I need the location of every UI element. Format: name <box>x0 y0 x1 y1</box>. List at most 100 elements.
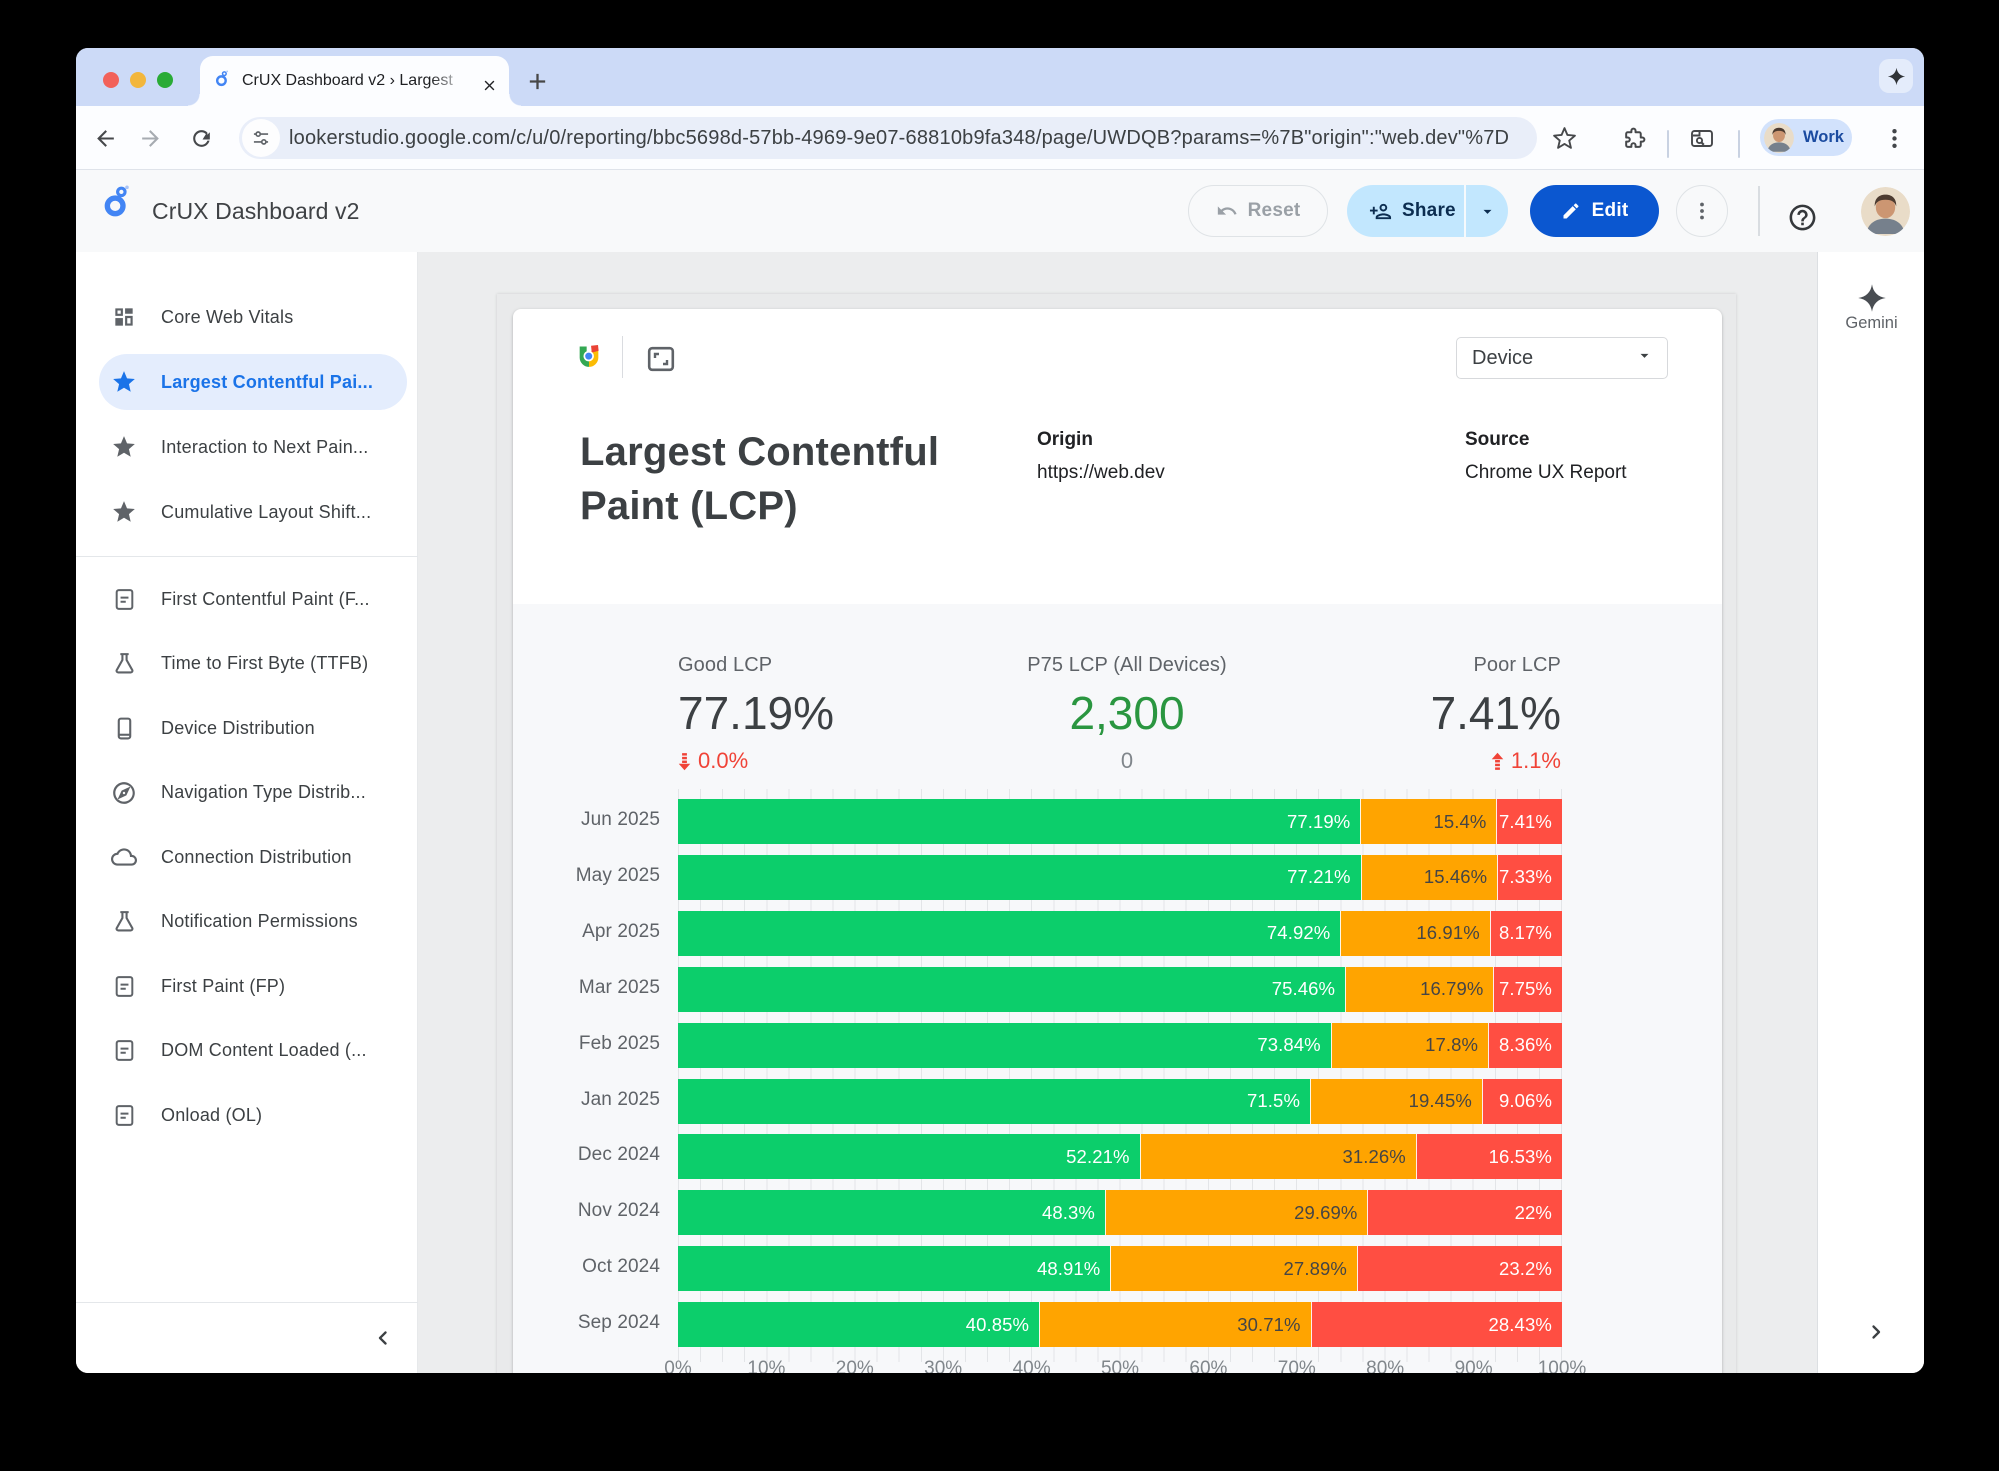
cloud-icon <box>111 844 137 870</box>
macos-zoom-button[interactable] <box>157 71 173 88</box>
sidebar-item-cumulative-layout-shift[interactable]: Cumulative Layout Shift... <box>99 484 407 540</box>
account-avatar[interactable] <box>1861 187 1910 236</box>
help-icon[interactable] <box>1786 201 1818 233</box>
bar-segment-ni[interactable]: 27.89% <box>1110 1246 1357 1292</box>
device-filter-dropdown[interactable]: Device <box>1456 337 1668 379</box>
bar-segment-good[interactable]: 48.3% <box>678 1190 1105 1236</box>
sidebar-collapse-chevron-icon[interactable] <box>368 1323 398 1353</box>
bar-segment-ni[interactable]: 15.4% <box>1360 799 1497 844</box>
stacked-bar-mar-2025[interactable]: 75.46% 16.79% 7.75% <box>678 966 1562 1012</box>
bar-segment-value: 8.17% <box>1499 922 1552 944</box>
stacked-bar-jun-2025[interactable]: 77.19% 15.4% 7.41% <box>678 799 1562 844</box>
bar-segment-ni[interactable]: 17.8% <box>1330 1022 1489 1068</box>
browser-tab[interactable]: CrUX Dashboard v2 › Largest <box>188 56 521 106</box>
bar-segment-poor[interactable]: 7.41% <box>1496 799 1562 844</box>
bar-segment-good[interactable]: 48.91% <box>678 1246 1111 1292</box>
tab-title: CrUX Dashboard v2 › Largest <box>242 72 453 89</box>
share-button[interactable]: Share <box>1347 185 1508 237</box>
stacked-bar-nov-2024[interactable]: 48.3% 29.69% 22% <box>678 1190 1562 1236</box>
stacked-bar-sep-2024[interactable]: 40.85% 30.71% 28.43% <box>678 1302 1562 1348</box>
bar-segment-value: 22% <box>1514 1201 1552 1223</box>
sidebar-item-label: Onload (OL) <box>161 1104 263 1125</box>
stacked-bar-oct-2024[interactable]: 48.91% 27.89% 23.2% <box>678 1246 1562 1292</box>
stacked-bar-dec-2024[interactable]: 52.21% 31.26% 16.53% <box>678 1134 1562 1180</box>
bar-segment-good[interactable]: 52.21% <box>678 1134 1140 1180</box>
stacked-bar-apr-2025[interactable]: 74.92% 16.91% 8.17% <box>678 910 1562 956</box>
macos-minimize-button[interactable] <box>130 71 146 88</box>
bar-segment-good[interactable]: 77.19% <box>678 799 1361 844</box>
sidebar-item-device-distribution[interactable]: Device Distribution <box>99 700 407 756</box>
stacked-bar-may-2025[interactable]: 77.21% 15.46% 7.33% <box>678 854 1562 900</box>
bar-segment-ni[interactable]: 15.46% <box>1360 854 1498 900</box>
bar-segment-ni[interactable]: 16.91% <box>1340 910 1490 956</box>
share-dropdown-caret-icon[interactable] <box>1466 202 1508 221</box>
new-tab-button[interactable] <box>524 68 550 94</box>
chart-category-label: Nov 2024 <box>577 1200 660 1222</box>
bar-segment-value: 15.4% <box>1433 810 1487 832</box>
sidebar-item-notification-permissions[interactable]: Notification Permissions <box>99 894 407 950</box>
bar-segment-poor[interactable]: 9.06% <box>1481 1078 1562 1124</box>
x-axis-tick-label: 20% <box>835 1358 874 1373</box>
back-icon[interactable] <box>92 125 118 151</box>
bar-segment-ni[interactable]: 30.71% <box>1039 1302 1311 1348</box>
sidebar-item-core-web-vitals[interactable]: Core Web Vitals <box>99 289 407 345</box>
bar-segment-poor[interactable]: 8.17% <box>1489 910 1562 956</box>
extensions-icon[interactable] <box>1621 125 1647 151</box>
browser-profile-chip[interactable]: Work <box>1760 119 1852 156</box>
share-button-main[interactable]: Share <box>1347 200 1464 223</box>
sidebar-item-onload-ol[interactable]: Onload (OL) <box>99 1087 407 1143</box>
sidebar-item-first-paint-fp[interactable]: First Paint (FP) <box>99 958 407 1014</box>
address-bar[interactable]: lookerstudio.google.com/c/u/0/reporting/… <box>239 117 1537 159</box>
sidebar-item-first-contentful-paint-f[interactable]: First Contentful Paint (F... <box>99 571 407 627</box>
gemini-sparkle-icon[interactable] <box>1857 283 1887 313</box>
sidebar-item-label: DOM Content Loaded (... <box>161 1040 367 1060</box>
chart-category-label: Dec 2024 <box>577 1144 660 1166</box>
bar-segment-poor[interactable]: 16.53% <box>1415 1134 1562 1180</box>
bar-segment-ni[interactable]: 31.26% <box>1139 1134 1416 1180</box>
chart-category-label: Oct 2024 <box>582 1256 660 1278</box>
crux-logo-icon <box>575 343 603 371</box>
reset-button-label: Reset <box>1247 200 1301 221</box>
site-info-icon[interactable] <box>242 119 280 157</box>
tab-close-icon[interactable] <box>478 74 500 96</box>
bar-segment-good[interactable]: 74.92% <box>678 910 1341 956</box>
bar-segment-poor[interactable]: 28.43% <box>1310 1302 1562 1348</box>
reload-icon[interactable] <box>188 125 214 151</box>
bar-segment-poor[interactable]: 22% <box>1367 1190 1562 1236</box>
sidebar-item-navigation-type-distrib[interactable]: Navigation Type Distrib... <box>99 765 407 821</box>
bar-segment-ni[interactable]: 16.79% <box>1345 966 1494 1012</box>
bar-segment-good[interactable]: 71.5% <box>678 1078 1310 1124</box>
bar-segment-ni[interactable]: 29.69% <box>1104 1190 1368 1236</box>
bar-segment-poor[interactable]: 23.2% <box>1356 1246 1562 1292</box>
sidebar-item-dom-content-loaded[interactable]: DOM Content Loaded (... <box>99 1023 407 1079</box>
sidebar-item-connection-distribution[interactable]: Connection Distribution <box>99 829 407 885</box>
sidebar-item-interaction-to-next-pain[interactable]: Interaction to Next Pain... <box>99 419 407 475</box>
gemini-rail-expand-chevron-icon[interactable] <box>1861 1317 1891 1347</box>
sidebar-item-label: Notification Permissions <box>161 911 358 931</box>
sidebar-item-label: Core Web Vitals <box>161 306 294 327</box>
bar-segment-good[interactable]: 75.46% <box>678 966 1346 1012</box>
report-options-kebab-button[interactable] <box>1676 185 1728 237</box>
sidebar-item-time-to-first-byte-ttfb[interactable]: Time to First Byte (TTFB) <box>99 636 407 692</box>
star-icon <box>111 434 137 460</box>
header-separator <box>622 336 623 378</box>
macos-close-button[interactable] <box>103 71 119 88</box>
browser-menu-kebab-icon[interactable] <box>1881 125 1907 151</box>
toolbar-separator <box>1667 130 1669 158</box>
bar-segment-good[interactable]: 73.84% <box>678 1022 1331 1068</box>
bar-segment-good[interactable]: 77.21% <box>678 854 1361 900</box>
tab-strip-sparkle-button[interactable] <box>1879 59 1913 93</box>
stacked-bar-feb-2025[interactable]: 73.84% 17.8% 8.36% <box>678 1022 1562 1068</box>
edit-button[interactable]: Edit <box>1530 185 1659 237</box>
bar-segment-poor[interactable]: 7.75% <box>1493 966 1562 1012</box>
bar-segment-good[interactable]: 40.85% <box>678 1302 1040 1348</box>
sidebar-item-largest-contentful-pai[interactable]: Largest Contentful Pai... <box>99 354 407 410</box>
bar-segment-poor[interactable]: 7.33% <box>1497 854 1562 900</box>
bar-segment-poor[interactable]: 8.36% <box>1488 1022 1562 1068</box>
reset-button[interactable]: Reset <box>1188 185 1328 237</box>
bar-segment-ni[interactable]: 19.45% <box>1310 1078 1482 1124</box>
forward-icon[interactable] <box>137 125 163 151</box>
bookmark-star-icon[interactable] <box>1551 125 1577 151</box>
stacked-bar-jan-2025[interactable]: 71.5% 19.45% 9.06% <box>678 1078 1562 1124</box>
side-panel-search-icon[interactable] <box>1689 125 1715 151</box>
